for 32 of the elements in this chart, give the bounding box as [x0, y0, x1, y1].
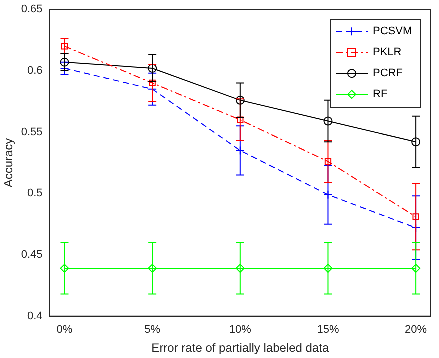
y-tick-label: 0.45 — [21, 249, 43, 262]
y-tick-label: 0.55 — [21, 126, 43, 138]
point — [148, 264, 158, 274]
point — [324, 158, 332, 166]
y-tick-label: 0.65 — [21, 4, 43, 16]
x-tick-label: 20% — [405, 324, 428, 336]
x-tick-label: 15% — [317, 324, 340, 336]
point — [412, 264, 421, 274]
point — [60, 58, 70, 67]
y-tick-label: 0.4 — [28, 310, 43, 322]
legend-label: PCSVM — [373, 26, 412, 38]
point — [148, 64, 158, 74]
legend-label: PCRF — [373, 68, 404, 80]
x-axis-title: Error rate of partially labeled data — [152, 341, 330, 356]
point — [324, 264, 333, 274]
legend-label: RF — [373, 88, 388, 101]
x-tick-label: 10% — [229, 324, 252, 336]
y-axis-title: Accuracy — [2, 138, 16, 188]
point — [412, 138, 421, 147]
legend-label: PKLR — [373, 46, 402, 59]
x-tick-label: 0% — [56, 324, 73, 336]
point — [149, 80, 156, 87]
point — [61, 43, 68, 50]
point — [60, 264, 70, 274]
y-tick-label: 0.6 — [28, 64, 43, 77]
point — [236, 96, 245, 105]
point — [412, 214, 420, 220]
x-tick-label: 5% — [144, 324, 161, 336]
point — [324, 116, 333, 126]
point — [237, 116, 244, 124]
point — [236, 264, 245, 274]
y-tick-label: 0.5 — [28, 188, 43, 200]
